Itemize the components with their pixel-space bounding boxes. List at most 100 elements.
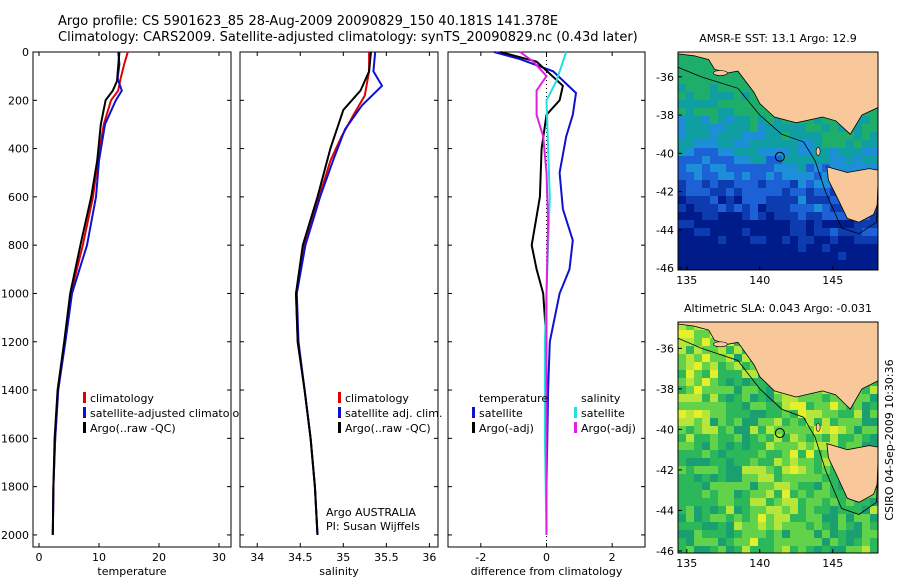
map-field-cell <box>814 124 823 133</box>
map-field-cell <box>806 506 815 515</box>
map-field-cell <box>782 506 791 515</box>
map-field-cell <box>806 204 815 213</box>
map-field-cell <box>742 426 751 435</box>
map-field-cell <box>702 410 711 419</box>
map-field-cell <box>718 442 727 451</box>
map-field-cell <box>814 212 823 221</box>
map-field-cell <box>726 426 735 435</box>
map-field-cell <box>766 514 775 523</box>
map-field-cell <box>750 204 759 213</box>
map-field-cell <box>750 100 759 109</box>
map-field-cell <box>830 426 839 435</box>
map-field-cell <box>726 188 735 197</box>
map-field-cell <box>718 124 727 133</box>
map-field-cell <box>854 506 863 515</box>
map-field-cell <box>822 458 831 467</box>
map-field-cell <box>686 76 695 85</box>
map-field-cell <box>782 434 791 443</box>
map-field-cell <box>694 354 703 363</box>
map-field-cell <box>782 196 791 205</box>
map-field-cell <box>742 196 751 205</box>
map-field-cell <box>758 482 767 491</box>
map-field-cell <box>678 228 687 237</box>
map-field-cell <box>870 244 878 253</box>
map-field-cell <box>798 506 807 515</box>
map-field-cell <box>758 450 767 459</box>
map-field-cell <box>742 228 751 237</box>
map-field-cell <box>694 124 703 133</box>
map-field-cell <box>694 370 703 379</box>
map-field-cell <box>806 244 815 253</box>
map-field-cell <box>678 402 687 411</box>
map-field-cell <box>726 522 735 531</box>
map-field-cell <box>702 124 711 133</box>
map-field-cell <box>718 252 727 261</box>
map-field-cell <box>678 196 687 205</box>
map-field-cell <box>694 546 703 553</box>
map-field-cell <box>758 442 767 451</box>
map-field-cell <box>774 180 783 189</box>
map-field-cell <box>766 538 775 547</box>
map-field-cell <box>822 402 831 411</box>
map-field-cell <box>702 236 711 245</box>
map-field-cell <box>734 450 743 459</box>
map-field-cell <box>774 466 783 475</box>
map-field-cell <box>742 498 751 507</box>
map-field-cell <box>814 466 823 475</box>
map-field-cell <box>742 212 751 221</box>
map-field-cell <box>774 268 783 270</box>
map-field-cell <box>766 386 775 395</box>
map-field-cell <box>758 132 767 141</box>
map-field-cell <box>694 108 703 117</box>
map-field-cell <box>710 474 719 483</box>
map-field-cell <box>854 522 863 531</box>
map-field-cell <box>870 394 878 403</box>
map-field-cell <box>734 180 743 189</box>
map-field-cell <box>790 498 799 507</box>
map-field-cell <box>702 378 711 387</box>
map-field-cell <box>798 538 807 547</box>
map-field-cell <box>830 514 839 523</box>
map-field-cell <box>798 522 807 531</box>
map-field-cell <box>862 498 871 507</box>
map-field-cell <box>734 132 743 141</box>
map-field-cell <box>678 386 687 395</box>
map-field-cell <box>758 426 767 435</box>
map-field-cell <box>774 482 783 491</box>
y-tick-label: 1400 <box>1 384 29 397</box>
map-field-cell <box>830 252 839 261</box>
map-field-cell <box>758 498 767 507</box>
map-field-cell <box>806 458 815 467</box>
map-field-cell <box>750 252 759 261</box>
map-field-cell <box>790 514 799 523</box>
map-field-cell <box>694 268 703 270</box>
map-field-cell <box>750 418 759 427</box>
map-field-cell <box>790 538 799 547</box>
map-field-cell <box>838 546 847 553</box>
map-field-cell <box>694 442 703 451</box>
map-field-cell <box>686 164 695 173</box>
map-field-cell <box>694 394 703 403</box>
map-field-cell <box>742 490 751 499</box>
map-field-cell <box>758 546 767 553</box>
map-field-cell <box>734 474 743 483</box>
map-field-cell <box>814 164 823 173</box>
lon-tick-label: 135 <box>676 274 697 287</box>
map-field-cell <box>830 260 839 269</box>
map-field-cell <box>718 490 727 499</box>
series-line-3-4 <box>519 51 550 535</box>
map-field-cell <box>774 116 783 125</box>
map-field-cell <box>710 338 719 347</box>
map-field-cell <box>702 92 711 101</box>
map-field-cell <box>702 212 711 221</box>
map-field-cell <box>718 418 727 427</box>
map-field-cell <box>742 546 751 553</box>
map-field-cell <box>782 140 791 149</box>
map-field-cell <box>678 84 687 93</box>
map-field-cell <box>854 394 863 403</box>
map-field-cell <box>798 252 807 261</box>
map-field-cell <box>750 482 759 491</box>
map-field-cell <box>726 212 735 221</box>
lat-tick-label: -42 <box>656 186 674 199</box>
map-field-cell <box>814 490 823 499</box>
